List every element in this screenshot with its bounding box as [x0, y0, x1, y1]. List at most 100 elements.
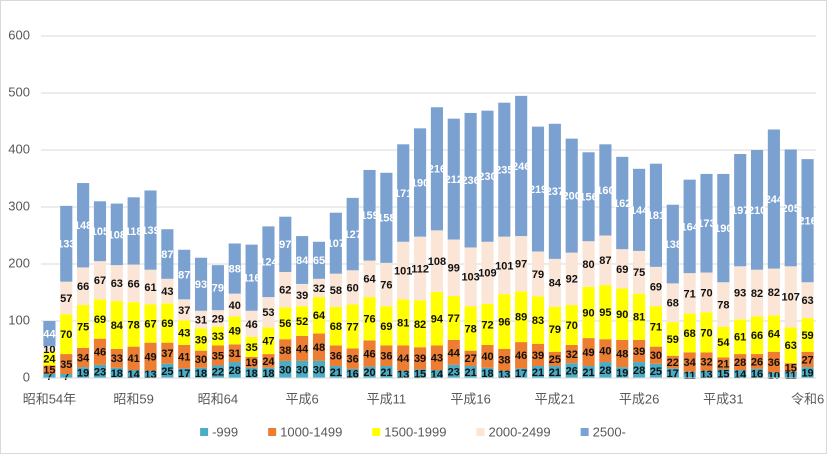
data-label: 82: [751, 288, 763, 300]
data-label: 17: [667, 368, 679, 380]
data-label: 20: [363, 367, 375, 379]
data-label: 87: [178, 269, 190, 281]
bar-segment: [93, 364, 107, 378]
data-label: 19: [801, 367, 813, 379]
data-label: 144: [630, 205, 649, 217]
bar-segment: [801, 282, 814, 319]
bar-segment: [245, 244, 258, 311]
data-label: 75: [77, 321, 89, 333]
data-label: 16: [751, 368, 763, 380]
data-label: 70: [60, 329, 72, 341]
bar-segment: [548, 123, 561, 259]
data-label: 7: [63, 371, 69, 383]
bar-segment: [178, 344, 191, 369]
data-label: 68: [667, 298, 679, 310]
data-label: 97: [515, 259, 527, 271]
bar-segment: [649, 346, 663, 364]
data-label: 60: [347, 282, 359, 294]
bar-segment: [60, 205, 73, 282]
data-label: 99: [448, 263, 460, 275]
bar-segment: [734, 354, 747, 371]
legend-item: 2000-2499: [476, 424, 551, 439]
bar-segment: [93, 261, 107, 300]
data-label: 84: [296, 255, 309, 267]
bar-segment: [582, 241, 595, 287]
bar-segment: [784, 149, 797, 267]
bar-segment: [211, 265, 224, 311]
data-label: 37: [178, 305, 190, 317]
data-label: 69: [94, 314, 106, 326]
bar-segment: [666, 322, 679, 356]
bar-segment: [329, 212, 342, 274]
bar-segment: [228, 243, 241, 294]
bar-segment: [683, 371, 696, 378]
bar-segment: [144, 269, 157, 305]
data-label: 87: [599, 255, 611, 267]
data-label: 70: [700, 327, 712, 339]
bar-segment: [346, 304, 359, 349]
bar-segment: [312, 241, 326, 279]
bar-segment: [649, 163, 663, 267]
bar-segment: [767, 268, 780, 316]
data-label: 33: [212, 331, 224, 343]
bar-segment: [380, 306, 393, 346]
data-label: 148: [74, 220, 92, 232]
data-label: 13: [700, 369, 712, 381]
bar-segment: [397, 241, 410, 300]
bar-segment: [127, 302, 140, 347]
bar-segment: [767, 129, 780, 269]
data-label: 190: [411, 177, 429, 189]
data-label: 68: [330, 321, 342, 333]
data-label: 88: [229, 263, 241, 275]
bar-segment: [329, 345, 342, 367]
data-label: 48: [616, 348, 628, 360]
bar-segment: [312, 333, 326, 361]
bar-segment: [262, 226, 275, 298]
bar-segment: [683, 273, 696, 314]
bar-segment: [531, 126, 545, 252]
data-label: 81: [397, 317, 409, 329]
bar-segment: [481, 110, 494, 242]
bar-segment: [430, 345, 443, 371]
data-label: 28: [633, 365, 645, 377]
data-label: 27: [801, 354, 813, 366]
x-tick-label: 昭和64: [198, 391, 238, 406]
data-label: 56: [279, 318, 291, 330]
bar-segment: [801, 367, 814, 378]
data-label: 93: [195, 279, 207, 291]
bar-segment: [211, 345, 224, 366]
data-label: 107: [327, 238, 345, 250]
bar-segment: [633, 293, 646, 340]
data-label: 103: [461, 272, 479, 284]
bar-segment: [380, 262, 393, 307]
bar-segment: [194, 328, 208, 351]
data-label: 14: [431, 369, 444, 381]
bar-segment: [734, 319, 747, 355]
bar-segment: [414, 369, 427, 378]
data-label: 64: [768, 328, 781, 340]
data-label: 112: [411, 263, 429, 275]
data-label: 200: [563, 191, 581, 203]
data-label: 39: [633, 346, 645, 358]
bar-segment: [548, 258, 561, 307]
bar-segment: [363, 169, 376, 261]
bar-segment: [717, 326, 730, 358]
data-label: 69: [616, 264, 628, 276]
bar-segment: [649, 363, 663, 378]
bar-segment: [784, 371, 797, 378]
data-label: 138: [664, 239, 682, 251]
bar-segment: [161, 303, 174, 343]
bar-segment: [784, 266, 797, 328]
data-label: 63: [801, 295, 813, 307]
data-label: 97: [279, 239, 291, 251]
bar-segment: [565, 305, 578, 345]
bar-segment: [515, 236, 528, 292]
data-label: 87: [161, 249, 173, 261]
bar-segment: [750, 269, 764, 317]
bar-segment: [178, 320, 191, 345]
x-tick-label: 平成16: [450, 391, 490, 406]
bar-segment: [683, 313, 696, 353]
legend-swatch: [580, 428, 589, 436]
bar-segment: [633, 339, 646, 363]
bar-segment: [717, 357, 730, 370]
